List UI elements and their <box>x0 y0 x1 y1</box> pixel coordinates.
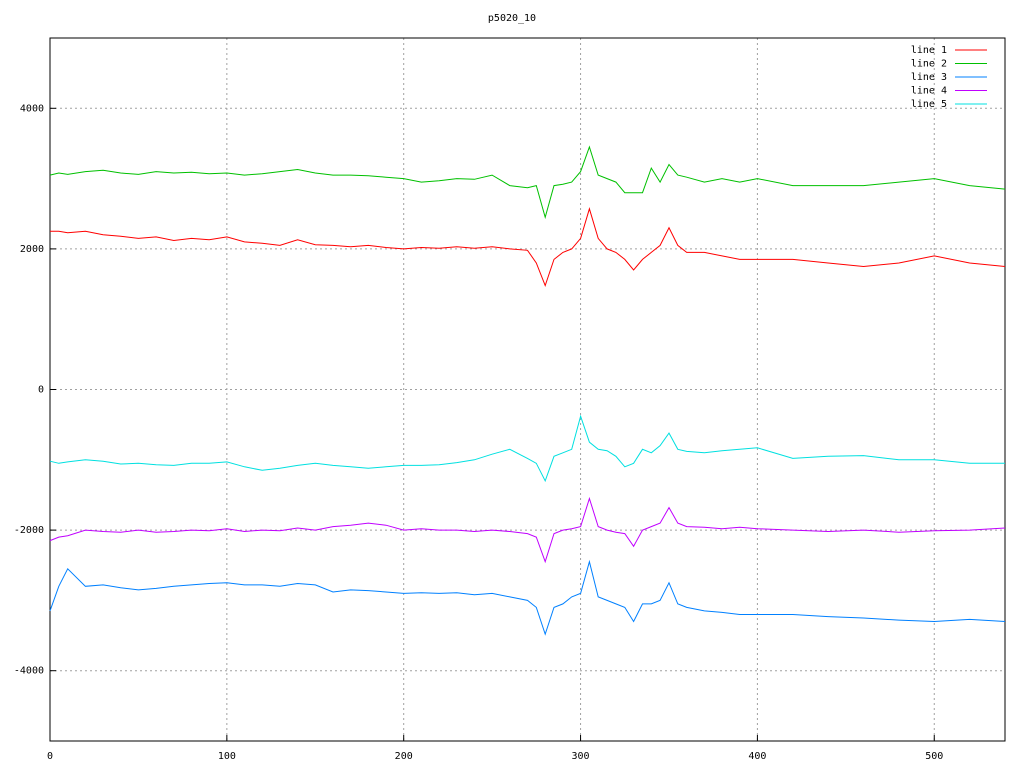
x-tick-label: 100 <box>218 751 236 762</box>
x-tick-label: 300 <box>572 751 590 762</box>
x-tick-label: 200 <box>395 751 413 762</box>
legend-label: line 2 <box>911 59 947 70</box>
data-line <box>50 207 1006 287</box>
legend-label: line 5 <box>911 99 947 110</box>
y-tick-label: 4000 <box>20 103 44 114</box>
y-tick-label: 0 <box>38 385 44 396</box>
data-line <box>49 414 1005 483</box>
legend-label: line 4 <box>911 86 947 97</box>
x-tick-label: 400 <box>748 751 766 762</box>
data-line <box>49 496 1006 564</box>
legend-label: line 1 <box>911 45 947 56</box>
y-tick-label: -4000 <box>14 666 44 677</box>
plot-frame <box>49 37 1006 742</box>
data-line <box>49 145 1006 220</box>
x-tick-label: 0 <box>47 751 53 762</box>
data-line <box>49 559 1006 636</box>
legend-label: line 3 <box>911 72 947 83</box>
y-tick-label: -2000 <box>14 525 44 536</box>
chart-title: p5020_10 <box>488 13 536 24</box>
x-tick-label: 500 <box>925 751 943 762</box>
y-tick-label: 2000 <box>20 244 44 255</box>
